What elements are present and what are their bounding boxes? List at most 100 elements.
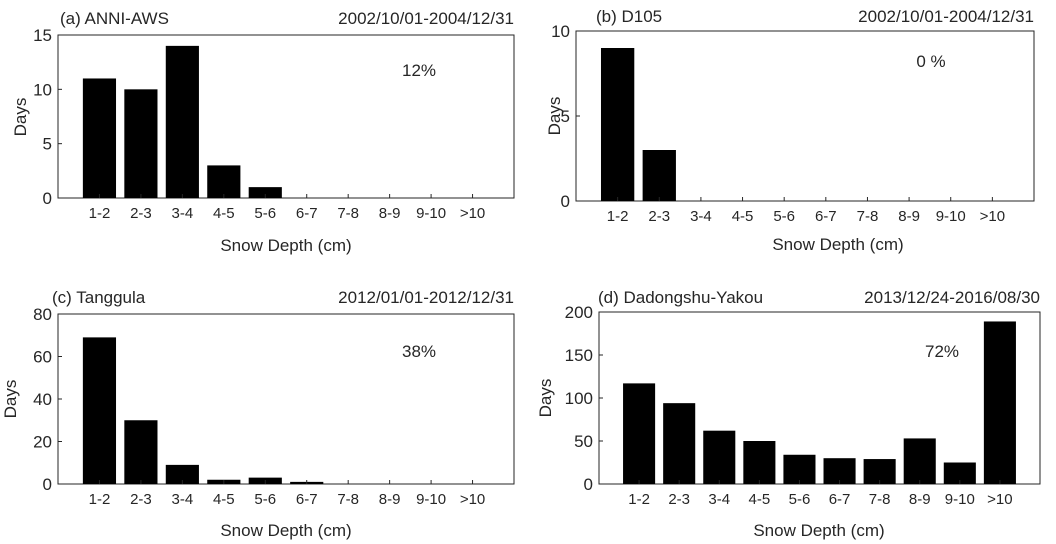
x-tick-label: >10 (987, 491, 1012, 508)
x-tick-label: 2-3 (130, 205, 152, 222)
x-tick-label: 8-9 (379, 491, 401, 508)
bar-3-4 (165, 45, 199, 199)
panel-c: 0 20 40 60 80 1-2 2-3 3-4 4-5 5-6 6-7 7-8 8-9 9-10 >1… (1, 288, 515, 540)
x-tick-label: 9-10 (936, 208, 966, 225)
percentage-annotation: 12% (402, 61, 436, 80)
x-tick-label: >10 (460, 205, 485, 222)
panel-title: (b) D105 (596, 7, 662, 26)
percentage-annotation: 0 % (916, 52, 945, 71)
x-tick-label: 4-5 (213, 491, 235, 508)
x-tick-label: 7-8 (857, 208, 879, 225)
y-tick-label: 5 (561, 107, 570, 126)
y-axis-label: Days (536, 379, 555, 418)
date-range-label: 2012/01/01-2012/12/31 (338, 288, 514, 307)
x-tick-label: 6-7 (296, 491, 318, 508)
x-tick-label: 1-2 (607, 208, 629, 225)
x-tick-label: 6-7 (815, 208, 837, 225)
x-tick-label: 1-2 (628, 491, 650, 508)
y-axis-label: Days (1, 380, 20, 419)
panel-d: 0 50 100 150 200 1-2 2-3 3-4 4-5 5-6 6-7 7-8 8-9 9-1… (536, 288, 1041, 540)
x-tick-label: 7-8 (869, 491, 891, 508)
bar-7-8 (863, 459, 896, 484)
x-tick-label: 1-2 (89, 205, 111, 222)
x-tick-label: 3-4 (172, 205, 194, 222)
x-tick-label: 4-5 (213, 205, 235, 222)
bar-1-2 (82, 78, 117, 198)
panel-title: (a) ANNI-AWS (60, 9, 169, 28)
x-tick-label: 3-4 (690, 208, 712, 225)
y-tick-label: 10 (33, 80, 52, 99)
y-tick-label: 100 (565, 389, 593, 408)
bar-3-4 (165, 464, 199, 485)
x-tick-label: 3-4 (172, 491, 194, 508)
bar-2-3 (124, 89, 158, 198)
x-tick-label: 8-9 (379, 205, 401, 222)
bar-1-2 (600, 48, 635, 201)
y-tick-label: 150 (565, 346, 593, 365)
bar-4-5 (743, 441, 776, 484)
x-axis-label: Snow Depth (cm) (220, 521, 351, 540)
x-tick-label: 7-8 (337, 491, 359, 508)
date-range-label: 2002/10/01-2004/12/31 (338, 9, 514, 28)
x-tick-label: 5-6 (254, 205, 276, 222)
bar-5-6 (248, 187, 282, 198)
panel-title: (d) Dadongshu-Yakou (598, 288, 763, 307)
percentage-annotation: 72% (925, 342, 959, 361)
x-tick-label: 2-3 (130, 491, 152, 508)
panel-a: 0 5 10 15 1-2 2-3 3-4 4-5 5-6 6-7 7-8 8-9 9-10 >10 (… (11, 9, 515, 255)
y-tick-label: 60 (33, 348, 52, 367)
bar-6-7 (823, 458, 856, 484)
bar-9-10 (943, 462, 976, 484)
y-axis-label: Days (11, 98, 30, 137)
x-tick-label: 3-4 (708, 491, 730, 508)
bar->10 (983, 321, 1016, 484)
bar-2-3 (642, 150, 676, 201)
x-axis-label: Snow Depth (cm) (220, 236, 351, 255)
panel-title: (c) Tanggula (52, 288, 146, 307)
bar-8-9 (903, 438, 936, 484)
x-tick-label: 6-7 (296, 205, 318, 222)
y-tick-label: 20 (33, 433, 52, 452)
x-tick-label: 5-6 (773, 208, 795, 225)
y-axis-label: Days (545, 97, 564, 136)
x-tick-label: >10 (460, 491, 485, 508)
x-axis-label: Snow Depth (cm) (772, 235, 903, 254)
x-tick-label: 9-10 (945, 491, 975, 508)
bar-2-3 (124, 420, 158, 484)
y-tick-label: 80 (33, 305, 52, 324)
y-tick-label: 0 (43, 475, 52, 494)
y-tick-label: 0 (43, 189, 52, 208)
x-tick-label: 4-5 (732, 208, 754, 225)
y-tick-label: 0 (561, 192, 570, 211)
x-tick-label: 2-3 (668, 491, 690, 508)
y-tick-label: 5 (43, 135, 52, 154)
x-tick-label: 5-6 (789, 491, 811, 508)
date-range-label: 2013/12/24-2016/08/30 (864, 288, 1040, 307)
x-tick-label: 6-7 (829, 491, 851, 508)
x-axis-label: Snow Depth (cm) (753, 521, 884, 540)
x-tick-label: >10 (980, 208, 1005, 225)
date-range-label: 2002/10/01-2004/12/31 (858, 7, 1034, 26)
x-tick-label: 9-10 (416, 205, 446, 222)
bar-5-6 (783, 454, 816, 484)
x-tick-label: 2-3 (648, 208, 670, 225)
x-tick-label: 8-9 (898, 208, 920, 225)
y-tick-label: 200 (565, 303, 593, 322)
bar-1-2 (623, 383, 656, 484)
y-tick-label: 0 (584, 475, 593, 494)
bar-2-3 (663, 403, 696, 484)
x-tick-label: 1-2 (89, 491, 111, 508)
x-tick-label: 8-9 (909, 491, 931, 508)
plot-area-frame (57, 34, 515, 199)
panel-b: 0 5 10 1-2 2-3 3-4 4-5 5-6 6-7 7-8 8-9 9-10 >10 (b)… (545, 7, 1035, 254)
y-tick-label: 15 (33, 26, 52, 45)
bar-4-5 (207, 165, 241, 198)
bar-3-4 (703, 430, 736, 484)
x-tick-label: 5-6 (254, 491, 276, 508)
y-tick-label: 50 (574, 432, 593, 451)
percentage-annotation: 38% (402, 342, 436, 361)
x-tick-label: 9-10 (416, 491, 446, 508)
y-tick-label: 10 (551, 22, 570, 41)
x-tick-label: 7-8 (337, 205, 359, 222)
